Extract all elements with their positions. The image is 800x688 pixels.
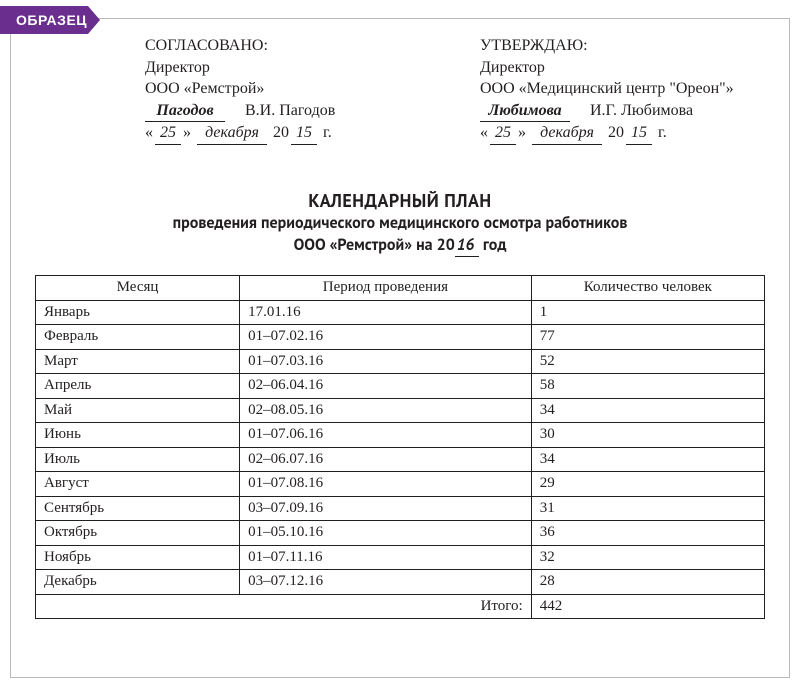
- table-row: Ноябрь01–07.11.1632: [36, 545, 765, 570]
- cell-period: 01–07.06.16: [240, 423, 532, 448]
- cell-count: 31: [531, 496, 764, 521]
- approval-left: СОГЛАСОВАНО: Директор ООО «Ремстрой» Паг…: [145, 35, 430, 145]
- cell-period: 17.01.16: [240, 300, 532, 325]
- document-frame: СОГЛАСОВАНО: Директор ООО «Ремстрой» Паг…: [10, 18, 790, 678]
- approval-right-fullname: И.Г. Любимова: [590, 100, 693, 122]
- approval-left-surname: Пагодов: [145, 100, 225, 123]
- approval-right-line3: ООО «Медицинский центр "Ореон"»: [480, 78, 765, 100]
- cell-count: 58: [531, 374, 764, 399]
- approval-left-line1: СОГЛАСОВАНО:: [145, 35, 430, 57]
- cell-count: 34: [531, 398, 764, 423]
- title-line3: ООО «Ремстрой» на 2016 год: [35, 235, 765, 258]
- table-row: Декабрь03–07.12.1628: [36, 570, 765, 595]
- approval-left-day: 25: [155, 122, 181, 145]
- cell-month: Сентябрь: [36, 496, 240, 521]
- approval-right-line2: Директор: [480, 57, 765, 79]
- sample-badge: ОБРАЗЕЦ: [0, 6, 97, 34]
- table-row: Июнь01–07.06.1630: [36, 423, 765, 448]
- approval-right-date: « 25 » декабря 20 15 г.: [480, 122, 765, 145]
- cell-month: Январь: [36, 300, 240, 325]
- schedule-table: Месяц Период проведения Количество челов…: [35, 275, 765, 619]
- table-row: Март01–07.03.1652: [36, 349, 765, 374]
- cell-month: Ноябрь: [36, 545, 240, 570]
- cell-count: 1: [531, 300, 764, 325]
- cell-month: Октябрь: [36, 521, 240, 546]
- quote-open: «: [145, 122, 153, 144]
- cell-count: 30: [531, 423, 764, 448]
- quote-open-r: «: [480, 122, 488, 144]
- title-line1: КАЛЕНДАРНЫЙ ПЛАН: [35, 189, 765, 213]
- cell-period: 01–07.08.16: [240, 472, 532, 497]
- title-line3-year: 16: [455, 235, 479, 258]
- table-row: Апрель02–06.04.1658: [36, 374, 765, 399]
- approval-right: УТВЕРЖДАЮ: Директор ООО «Медицинский цен…: [480, 35, 765, 145]
- approval-row: СОГЛАСОВАНО: Директор ООО «Ремстрой» Паг…: [145, 35, 765, 145]
- cell-period: 01–07.11.16: [240, 545, 532, 570]
- title-line3-suffix: год: [479, 235, 507, 255]
- table-header-row: Месяц Период проведения Количество челов…: [36, 276, 765, 301]
- year-prefix-right: 20: [608, 122, 624, 144]
- table-row: Январь17.01.161: [36, 300, 765, 325]
- approval-right-month: декабря: [532, 122, 602, 145]
- cell-month: Август: [36, 472, 240, 497]
- cell-count: 52: [531, 349, 764, 374]
- approval-right-surname: Любимова: [480, 100, 570, 123]
- col-period: Период проведения: [240, 276, 532, 301]
- cell-period: 01–05.10.16: [240, 521, 532, 546]
- cell-month: Июль: [36, 447, 240, 472]
- table-total-row: Итого: 442: [36, 594, 765, 619]
- table-row: Сентябрь03–07.09.1631: [36, 496, 765, 521]
- cell-period: 02–06.07.16: [240, 447, 532, 472]
- cell-month: Февраль: [36, 325, 240, 350]
- table-row: Февраль01–07.02.1677: [36, 325, 765, 350]
- approval-right-year: 15: [626, 122, 652, 145]
- table-row: Июль02–06.07.1634: [36, 447, 765, 472]
- quote-close-r: »: [518, 122, 526, 144]
- title-block: КАЛЕНДАРНЫЙ ПЛАН проведения периодическо…: [35, 189, 765, 257]
- year-suffix-left: г.: [323, 122, 332, 144]
- total-value: 442: [531, 594, 764, 619]
- cell-period: 02–06.04.16: [240, 374, 532, 399]
- cell-count: 77: [531, 325, 764, 350]
- cell-month: Март: [36, 349, 240, 374]
- table-row: Октябрь01–05.10.1636: [36, 521, 765, 546]
- table-row: Май02–08.05.1634: [36, 398, 765, 423]
- cell-month: Май: [36, 398, 240, 423]
- cell-count: 29: [531, 472, 764, 497]
- cell-month: Апрель: [36, 374, 240, 399]
- cell-period: 01–07.02.16: [240, 325, 532, 350]
- title-line3-prefix: ООО «Ремстрой» на 20: [294, 235, 455, 255]
- cell-period: 02–08.05.16: [240, 398, 532, 423]
- quote-close: »: [183, 122, 191, 144]
- year-prefix-left: 20: [273, 122, 289, 144]
- approval-left-year: 15: [291, 122, 317, 145]
- col-month: Месяц: [36, 276, 240, 301]
- cell-count: 28: [531, 570, 764, 595]
- cell-count: 32: [531, 545, 764, 570]
- cell-count: 34: [531, 447, 764, 472]
- approval-left-date: « 25 » декабря 20 15 г.: [145, 122, 430, 145]
- approval-right-line1: УТВЕРЖДАЮ:: [480, 35, 765, 57]
- page: ОБРАЗЕЦ СОГЛАСОВАНО: Директор ООО «Ремст…: [0, 0, 800, 688]
- cell-count: 36: [531, 521, 764, 546]
- table-row: Август01–07.08.1629: [36, 472, 765, 497]
- cell-period: 03–07.12.16: [240, 570, 532, 595]
- cell-month: Декабрь: [36, 570, 240, 595]
- total-label: Итого:: [36, 594, 532, 619]
- year-suffix-right: г.: [658, 122, 667, 144]
- sample-badge-text: ОБРАЗЕЦ: [16, 12, 87, 28]
- cell-month: Июнь: [36, 423, 240, 448]
- approval-left-month: декабря: [197, 122, 267, 145]
- approval-left-fullname: В.И. Пагодов: [245, 100, 335, 122]
- approval-left-line2: Директор: [145, 57, 430, 79]
- approval-left-signature: Пагодов В.И. Пагодов: [145, 100, 430, 123]
- col-count: Количество человек: [531, 276, 764, 301]
- approval-right-day: 25: [490, 122, 516, 145]
- cell-period: 01–07.03.16: [240, 349, 532, 374]
- title-line2: проведения периодического медицинского о…: [35, 213, 765, 235]
- approval-right-signature: Любимова И.Г. Любимова: [480, 100, 765, 123]
- cell-period: 03–07.09.16: [240, 496, 532, 521]
- approval-left-line3: ООО «Ремстрой»: [145, 78, 430, 100]
